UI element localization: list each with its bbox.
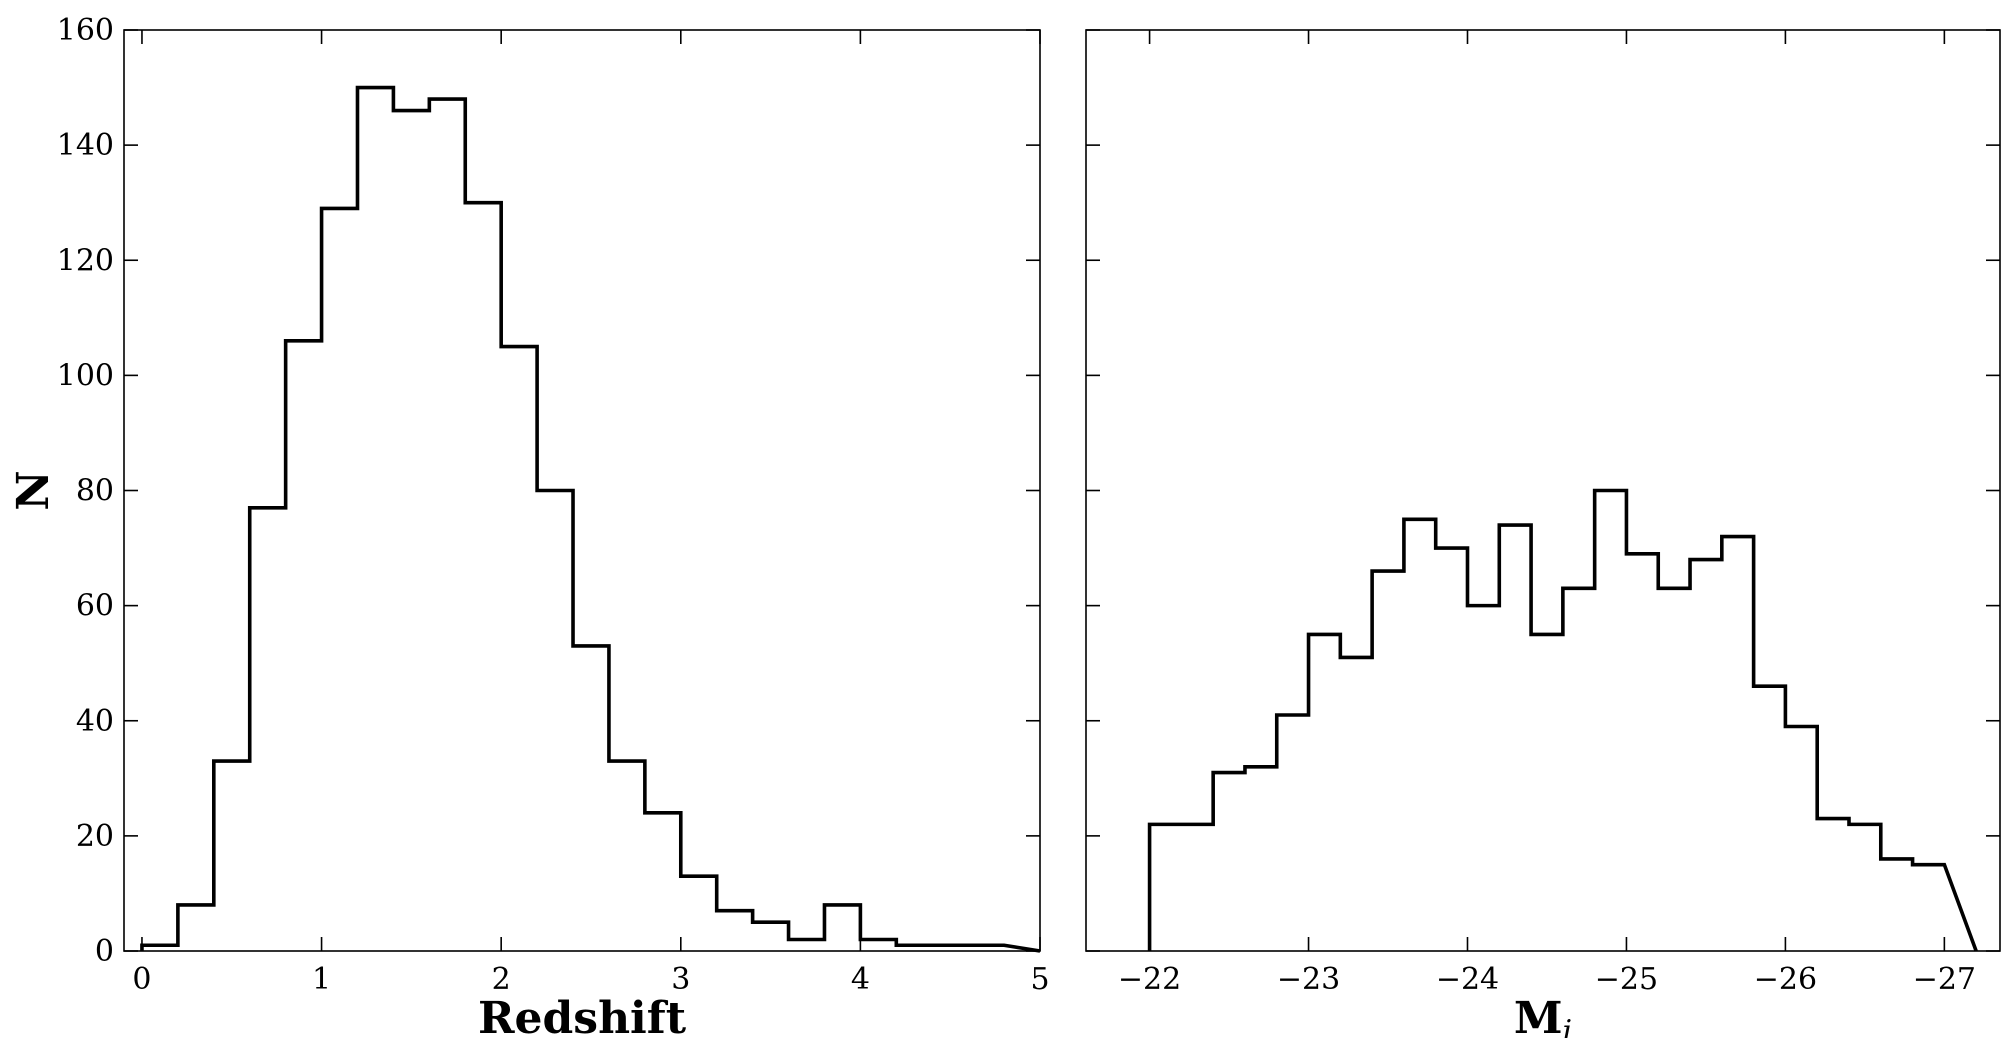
redshift-histogram-bar (968, 945, 1004, 951)
magnitude-histogram-bar (1150, 824, 1182, 951)
redshift-histogram-bar (393, 111, 429, 951)
magnitude-histogram-bar (1913, 865, 1945, 951)
redshift-ytick-label: 0 (95, 934, 114, 969)
magnitude-histogram-bar (1626, 554, 1658, 951)
magnitude-histogram-bar (1245, 767, 1277, 951)
magnitude-x-axis-label-subscript: i (1563, 1014, 1573, 1038)
redshift-xtick-label: 1 (312, 962, 331, 997)
magnitude-histogram-bar (1309, 634, 1341, 951)
redshift-histogram-bar (645, 813, 681, 951)
absolute-magnitude-histogram-panel: −22 −23 −24 −25 −26 −27 Mi (1085, 29, 2001, 1038)
redshift-histogram-bar (609, 761, 645, 951)
redshift-histogram-bar (357, 88, 393, 951)
magnitude-histogram-bar (1658, 588, 1690, 951)
magnitude-histogram-bar (1372, 571, 1404, 951)
magnitude-histogram-bar (1467, 606, 1499, 951)
magnitude-histogram-bar (1563, 588, 1595, 951)
magnitude-xtick-label: −25 (1595, 962, 1658, 997)
redshift-xtick-label: 4 (851, 962, 870, 997)
magnitude-xtick-label: −23 (1277, 962, 1340, 997)
magnitude-histogram-bar (1817, 819, 1849, 951)
redshift-ytick-label: 140 (57, 128, 114, 163)
magnitude-histogram-bar (1754, 686, 1786, 951)
magnitude-histogram-bar (1404, 519, 1436, 951)
magnitude-histogram-bar (1785, 727, 1817, 951)
redshift-histogram-bar (286, 341, 322, 951)
magnitude-histogram-bar (1499, 525, 1531, 951)
magnitude-histogram-bar (1340, 657, 1372, 951)
redshift-histogram-bar (142, 945, 178, 951)
redshift-ytick-label: 160 (57, 13, 114, 48)
redshift-histogram-bar (717, 911, 753, 951)
redshift-y-axis-label: N (8, 470, 59, 510)
redshift-histogram-bar (465, 203, 501, 951)
redshift-ytick-label: 100 (57, 358, 114, 393)
redshift-histogram-panel: 0 20 40 60 80 100 120 140 160 0 1 2 3 4 5 Redshift N (8, 13, 1050, 1038)
redshift-histogram-bar (250, 508, 286, 951)
redshift-ytick-label: 60 (76, 589, 114, 624)
magnitude-xtick-label: −24 (1436, 962, 1499, 997)
magnitude-histogram-bar (1595, 491, 1627, 952)
redshift-xtick-label: 2 (492, 962, 511, 997)
redshift-histogram-bar (753, 922, 789, 951)
redshift-xtick-label: 3 (671, 962, 690, 997)
redshift-xtick-label: 0 (132, 962, 151, 997)
redshift-ytick-label: 20 (76, 819, 114, 854)
redshift-ytick-label: 120 (57, 243, 114, 278)
redshift-histogram-bar (573, 646, 609, 951)
magnitude-xtick-label: −22 (1118, 962, 1181, 997)
redshift-histogram-bar (789, 939, 825, 951)
magnitude-histogram-bar (1181, 824, 1213, 951)
redshift-histogram-outline (140, 85, 1041, 953)
magnitude-histogram-bar (1722, 537, 1754, 951)
redshift-histogram-bar (322, 208, 358, 951)
redshift-histogram-bar (681, 876, 717, 951)
redshift-histogram-bar (932, 945, 968, 951)
redshift-histogram-bar (214, 761, 250, 951)
magnitude-histogram-bar (1213, 773, 1245, 951)
magnitude-xtick-label: −27 (1913, 962, 1976, 997)
redshift-x-axis-label: Redshift (478, 993, 687, 1038)
redshift-ytick-label: 40 (76, 704, 114, 739)
magnitude-histogram-bar (1849, 824, 1881, 951)
magnitude-histogram-bar (1436, 548, 1468, 951)
redshift-ytick-label: 80 (76, 474, 114, 509)
magnitude-histogram-bar (1881, 859, 1913, 951)
magnitude-histogram-outline (1147, 488, 1978, 952)
redshift-histogram-bar (178, 905, 214, 951)
magnitude-histogram-bar (1531, 634, 1563, 951)
redshift-histogram-bar (896, 945, 932, 951)
redshift-histogram-bar (860, 939, 896, 951)
redshift-histogram-bar (429, 99, 465, 951)
magnitude-histogram-bar (1690, 560, 1722, 951)
magnitude-xtick-label: −26 (1754, 962, 1817, 997)
magnitude-x-axis-label: Mi (1514, 993, 1572, 1038)
redshift-histogram-bar (501, 347, 537, 951)
redshift-histogram-bar (537, 491, 573, 952)
magnitude-histogram-bar (1277, 715, 1309, 951)
redshift-xtick-label: 5 (1030, 962, 1049, 997)
redshift-histogram-bar (824, 905, 860, 951)
